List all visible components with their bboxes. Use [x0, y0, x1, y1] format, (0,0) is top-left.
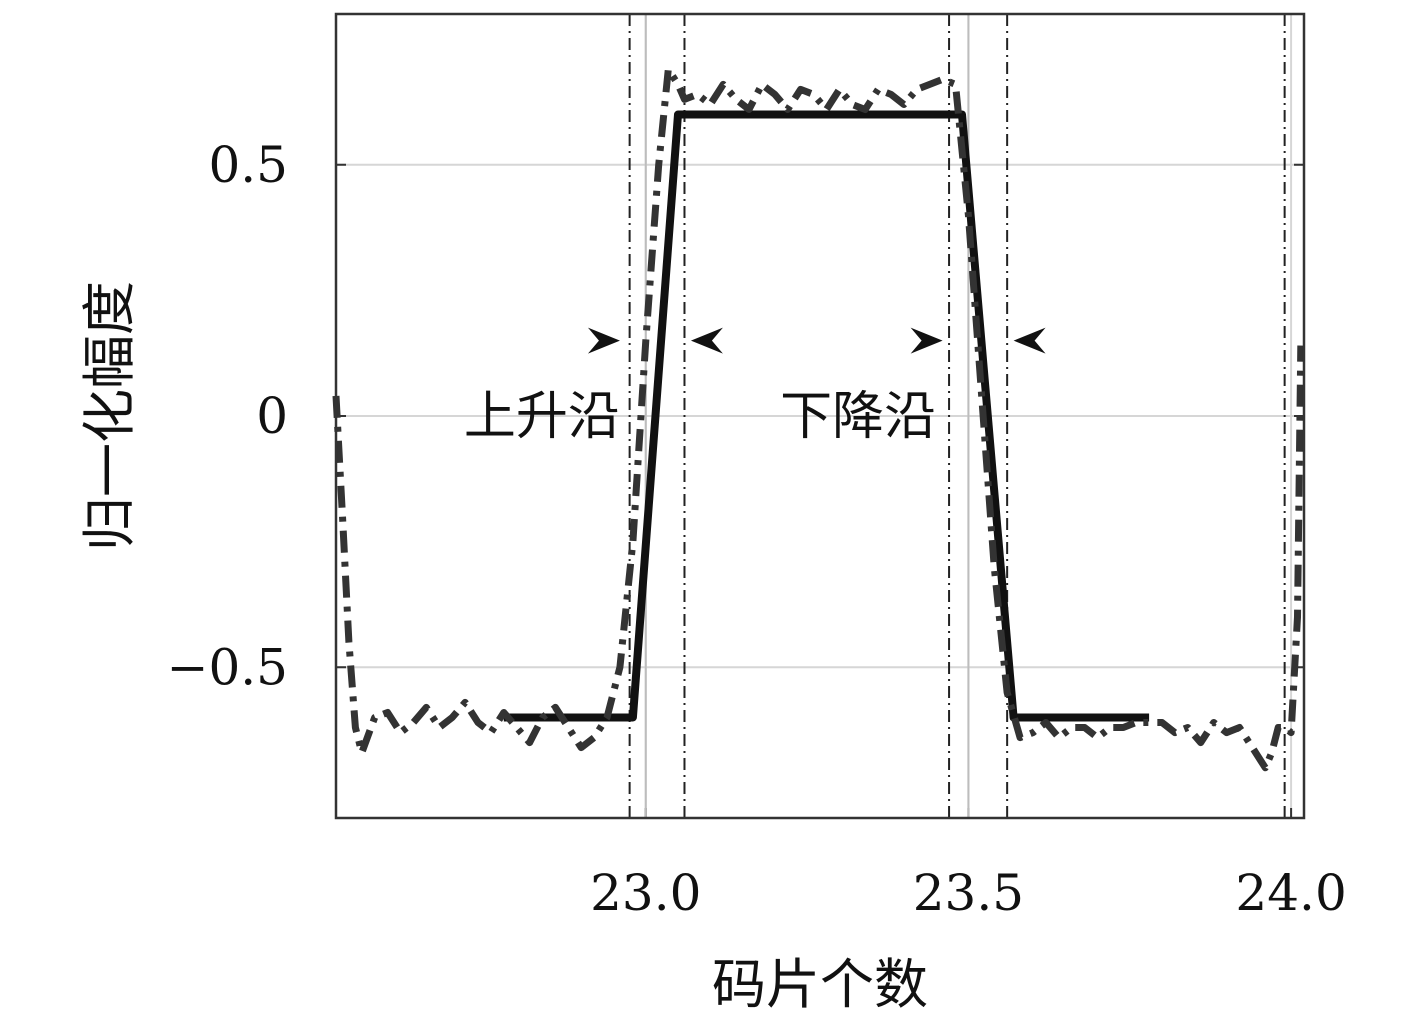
annotation-label-0: 上升沿	[464, 387, 620, 447]
vertical-reference-lines	[628, 14, 1286, 818]
annotations: 上升沿 下降沿	[464, 387, 936, 447]
y-tick-label-1: 0	[256, 387, 288, 445]
series-line-0	[503, 110, 1150, 722]
y-axis-title: 归一化幅度	[78, 281, 141, 551]
series-layer	[332, 65, 1305, 772]
arrow-left-3	[1013, 327, 1046, 354]
arrow-right-0	[587, 327, 620, 354]
edge-arrows	[587, 327, 1046, 354]
x-tick-label-1: 23.5	[913, 864, 1024, 922]
x-tick-labels: 23.0 23.5 24.0	[590, 864, 1347, 922]
x-tick-label-2: 24.0	[1235, 864, 1346, 922]
arrow-right-2	[910, 327, 943, 354]
y-tick-labels: 0.5 0 −0.5	[167, 136, 288, 697]
arrow-left-1	[690, 327, 723, 354]
annotation-label-1: 下降沿	[780, 387, 936, 447]
y-tick-label-2: −0.5	[167, 638, 288, 696]
x-tick-label-0: 23.0	[590, 864, 701, 922]
series-line-1	[332, 65, 1305, 772]
x-axis-title: 码片个数	[712, 953, 928, 1016]
plot-frame	[334, 12, 1306, 820]
y-tick-label-0: 0.5	[208, 136, 288, 194]
